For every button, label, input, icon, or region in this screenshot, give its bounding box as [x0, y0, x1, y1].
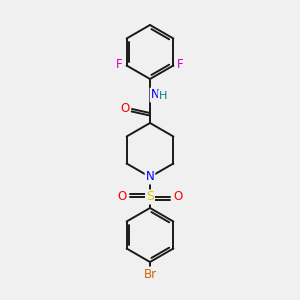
Text: O: O	[173, 190, 183, 203]
Text: S: S	[146, 190, 154, 203]
Text: F: F	[177, 58, 184, 71]
Text: N: N	[151, 88, 159, 101]
Text: F: F	[116, 58, 123, 71]
Text: H: H	[159, 91, 167, 101]
Text: O: O	[120, 101, 130, 115]
Text: Br: Br	[143, 268, 157, 281]
Text: O: O	[117, 190, 127, 203]
Text: N: N	[146, 170, 154, 184]
